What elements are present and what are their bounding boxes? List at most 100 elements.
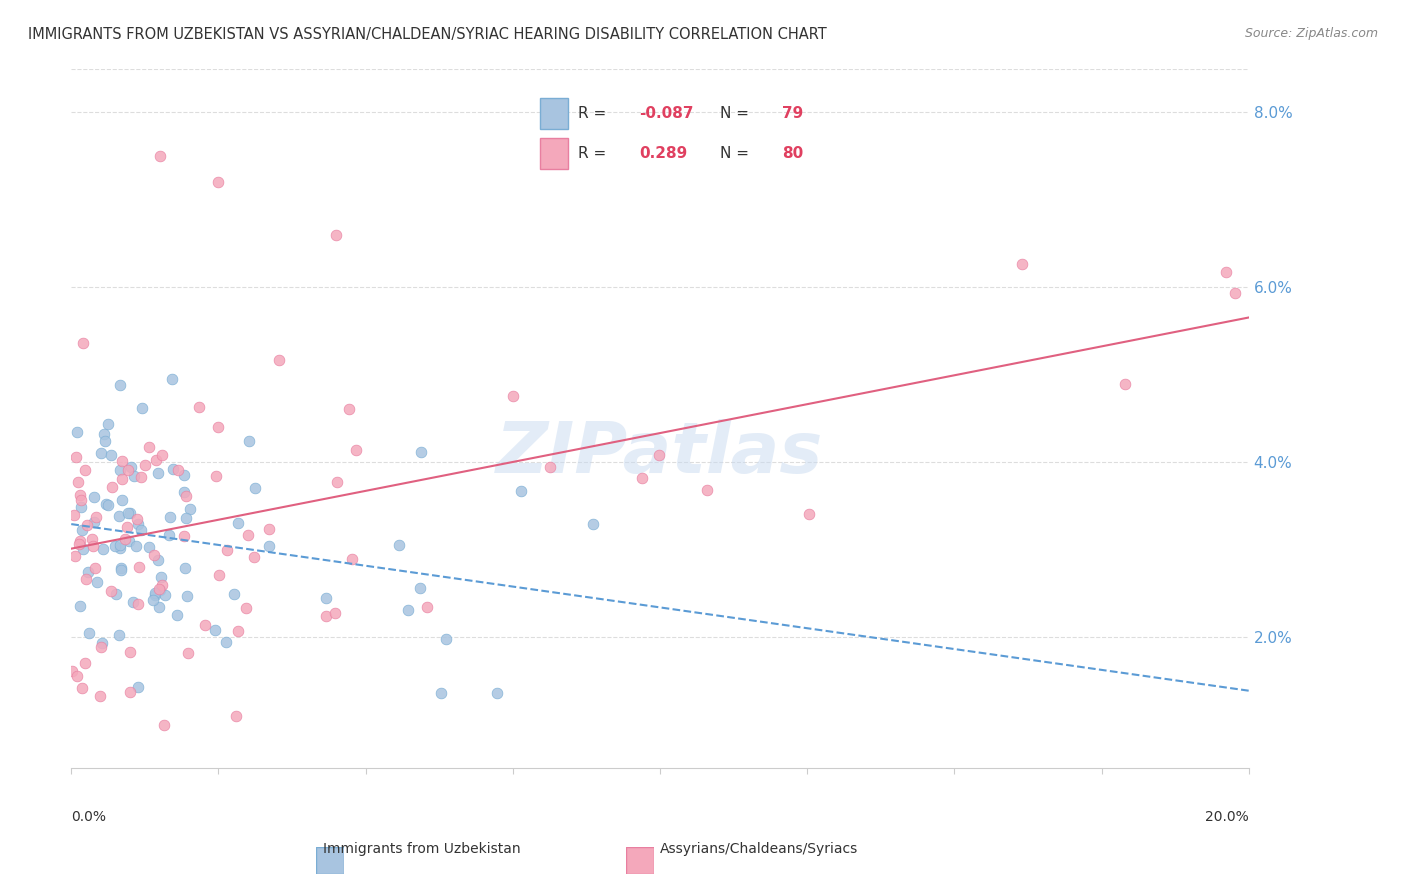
Point [94,434,117,448]
Point [117,506,139,520]
Point [138,540,160,554]
Point [208,568,231,582]
Point [157,528,180,542]
Point [110,538,132,552]
Point [127,597,149,611]
Point [797,508,820,522]
Point [70,523,93,537]
Point [65,669,87,683]
Point [152,718,174,732]
Point [97,498,120,512]
Point [118,645,141,659]
Point [486,686,509,700]
Point [429,686,451,700]
Point [409,581,432,595]
Point [396,603,419,617]
Point [69,488,91,502]
Point [228,516,250,530]
Text: N =: N = [720,146,754,161]
Point [150,449,173,463]
Point [143,588,166,602]
Point [149,582,172,597]
Point [150,577,173,591]
Point [148,149,170,163]
Point [142,593,165,607]
Point [94,497,117,511]
Point [187,400,209,414]
Point [118,685,141,699]
FancyBboxPatch shape [540,98,568,129]
Point [226,624,249,639]
Point [243,549,266,564]
Point [1223,286,1246,301]
Point [160,372,183,386]
Point [107,508,129,523]
Point [148,582,170,597]
Point [111,472,134,486]
Point [108,541,131,556]
Point [77,566,100,580]
Point [73,656,96,670]
Point [110,378,132,392]
Point [105,587,128,601]
Text: 80: 80 [782,146,803,161]
Point [538,460,561,475]
Point [1011,257,1033,271]
Point [339,401,361,416]
Point [124,469,146,483]
Text: IMMIGRANTS FROM UZBEKISTAN VS ASSYRIAN/CHALDEAN/SYRIAC HEARING DISABILITY CORREL: IMMIGRANTS FROM UZBEKISTAN VS ASSYRIAN/C… [28,27,827,42]
Point [84,509,107,524]
Point [111,454,134,468]
Point [315,591,337,605]
Point [166,608,188,623]
Point [207,175,229,189]
Point [205,469,228,483]
Point [63,508,86,522]
Point [245,481,267,495]
Point [696,483,718,497]
Point [104,539,127,553]
Point [86,574,108,589]
Point [127,512,149,526]
Text: ZIPatlas: ZIPatlas [496,419,824,488]
Point [129,523,152,537]
Point [93,427,115,442]
Point [82,539,104,553]
Point [67,537,90,551]
Point [315,608,337,623]
Point [225,709,247,723]
Point [173,484,195,499]
Point [162,462,184,476]
Point [502,389,524,403]
Point [108,628,131,642]
Point [131,401,153,416]
Point [66,425,89,439]
Point [91,541,114,556]
Text: 79: 79 [782,106,803,120]
Point [84,561,107,575]
Point [1215,265,1237,279]
Text: Assyrians/Chaldeans/Syriacs: Assyrians/Chaldeans/Syriacs [659,842,859,856]
Point [269,353,291,368]
Point [179,501,201,516]
Point [257,540,280,554]
Point [69,500,91,514]
Point [125,539,148,553]
Point [153,588,176,602]
Point [416,599,439,614]
Point [66,475,89,489]
Point [90,446,112,460]
Point [509,483,531,498]
Point [120,459,142,474]
Point [326,475,349,489]
Point [235,600,257,615]
Point [75,572,97,586]
Point [159,510,181,524]
Point [581,517,603,532]
Point [134,458,156,472]
Point [129,469,152,483]
Text: 0.289: 0.289 [640,146,688,161]
Point [176,589,198,603]
Point [207,419,229,434]
Point [167,463,190,477]
